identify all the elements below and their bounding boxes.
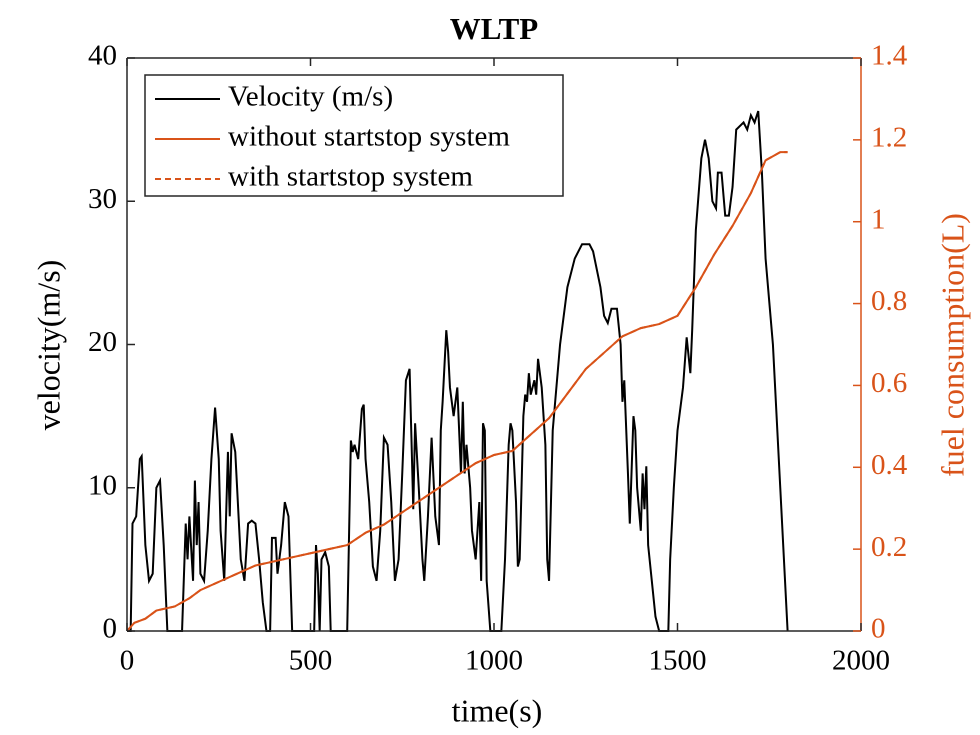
legend-box (144, 74, 564, 197)
y2-tick-label: 0.6 (871, 367, 907, 399)
y2-tick-label: 0.8 (871, 285, 907, 317)
y2-tick-label: 1.4 (871, 40, 908, 72)
y-tick-label: 30 (88, 183, 117, 215)
x-tick-label: 1500 (649, 645, 707, 677)
legend-label: without startstop system (228, 121, 510, 153)
data-line (127, 110, 789, 632)
legend-label: with startstop system (228, 161, 473, 193)
y2-tick-label: 1 (871, 203, 886, 235)
x-axis-label: time(s) (452, 692, 543, 728)
y2-axis-label: fuel consumption(L) (934, 213, 970, 477)
data-line (126, 151, 788, 632)
y-tick-label: 20 (88, 326, 117, 358)
legend: Velocity (m/s) without startstop system wi… (144, 74, 564, 197)
legend-label: Velocity (m/s) (228, 81, 393, 113)
chart-title: WLTP (450, 11, 539, 46)
y2-tick-label: 0 (871, 613, 886, 645)
y-tick-label: 0 (103, 613, 118, 645)
x-tick-label: 500 (289, 645, 333, 677)
y-tick-label: 40 (88, 40, 117, 72)
y-tick-label: 10 (88, 469, 117, 501)
x-tick-label: 2000 (832, 645, 890, 677)
y2-tick-label: 1.2 (871, 122, 907, 154)
x-tick-label: 0 (120, 645, 135, 677)
y-axis-label: velocity(m/s) (30, 260, 66, 431)
x-tick-label: 1000 (465, 645, 523, 677)
y2-tick-label: 0.4 (871, 449, 908, 481)
y2-tick-label: 0.2 (871, 531, 907, 563)
